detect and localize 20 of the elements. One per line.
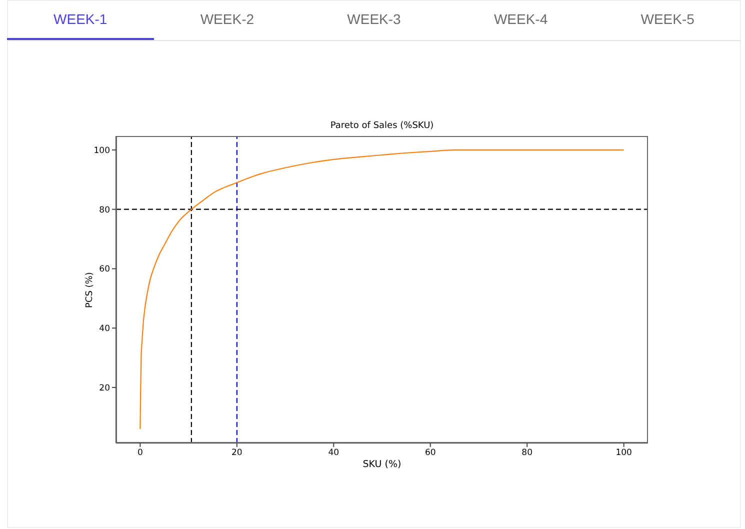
chart-title: Pareto of Sales (%SKU)	[330, 121, 434, 131]
tab[interactable]: WEEK-1	[7, 0, 154, 40]
y-tick-label: 20	[99, 383, 110, 394]
tab[interactable]: WEEK-5	[594, 0, 741, 40]
x-tick-label: 0	[137, 448, 143, 458]
tab[interactable]: WEEK-4	[447, 0, 594, 40]
y-axis-title: PCS (%)	[85, 272, 95, 308]
x-tick-label: 40	[328, 448, 340, 458]
y-tick-label: 100	[94, 146, 110, 156]
y-tick-label: 80	[99, 205, 110, 216]
y-tick-label: 40	[99, 324, 110, 334]
x-axis-title: SKU (%)	[362, 459, 402, 470]
tab[interactable]: WEEK-2	[154, 0, 301, 40]
x-tick-label: 60	[424, 448, 436, 458]
tab[interactable]: WEEK-3	[300, 0, 448, 40]
line-series	[140, 149, 624, 430]
x-tick-label: 100	[616, 448, 632, 458]
x-tick-label: 80	[522, 448, 533, 458]
y-tick-label: 60	[99, 264, 110, 275]
x-tick-label: 20	[231, 448, 242, 458]
